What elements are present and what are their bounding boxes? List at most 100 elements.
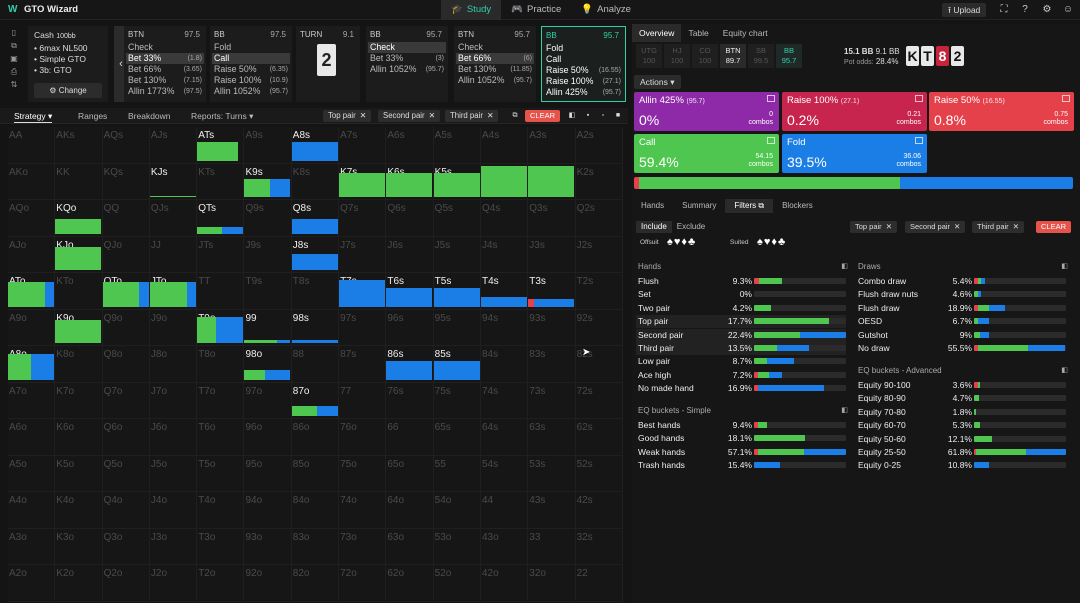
nav-practice[interactable]: 🎮 Practice bbox=[501, 0, 571, 20]
hand-cell-K6s[interactable]: K6s bbox=[386, 163, 434, 200]
tab-breakdown[interactable]: Breakdown bbox=[128, 111, 171, 121]
clear-filters-button[interactable]: CLEAR bbox=[525, 110, 561, 122]
hand-cell-T4o[interactable]: T4o bbox=[197, 492, 245, 529]
menu-icon[interactable] bbox=[915, 137, 923, 144]
change-button[interactable]: ⚙ Change bbox=[34, 83, 102, 98]
hand-cell-A3o[interactable]: A3o bbox=[8, 528, 56, 565]
hand-cell-T7s[interactable]: T7s bbox=[339, 273, 387, 310]
view-grid4-icon[interactable]: ▪ bbox=[586, 112, 590, 119]
hand-cell-72o[interactable]: 72o bbox=[339, 565, 387, 602]
hand-cell-43o[interactable]: 43o bbox=[480, 528, 529, 565]
hand-cell-65s[interactable]: 65s bbox=[433, 419, 481, 456]
hand-cell-83o[interactable]: 83o bbox=[291, 528, 340, 565]
hand-cell-AA[interactable]: AA bbox=[8, 127, 56, 164]
filter-row-set[interactable]: Set 0% bbox=[636, 288, 846, 301]
expand-icon[interactable]: ◧ bbox=[1061, 367, 1068, 374]
action-option[interactable]: Allin 425% (95.7) bbox=[544, 87, 623, 98]
hand-cell-J8s[interactable]: J8s bbox=[291, 236, 340, 273]
action-box-raise-50-[interactable]: Raise 50% (16.55) 0.8% 0.75 combos bbox=[929, 92, 1074, 131]
hand-cell-T4s[interactable]: T4s bbox=[480, 273, 529, 310]
hand-cell-54o[interactable]: 54o bbox=[433, 492, 481, 529]
hand-cell-AJs[interactable]: AJs bbox=[149, 127, 198, 164]
hand-cell-K3o[interactable]: K3o bbox=[55, 528, 103, 565]
clear-filters-button[interactable]: CLEAR bbox=[1036, 221, 1072, 233]
hand-cell-52o[interactable]: 52o bbox=[433, 565, 481, 602]
hand-cell-J3o[interactable]: J3o bbox=[149, 528, 198, 565]
hand-cell-77[interactable]: 77 bbox=[339, 382, 387, 419]
position-co[interactable]: CO 100 bbox=[692, 44, 718, 68]
action-option[interactable]: Raise 50% (6.35) bbox=[212, 64, 290, 75]
action-option[interactable]: Call bbox=[544, 54, 623, 65]
filter-row-best-hands[interactable]: Best hands 9.4% bbox=[636, 419, 846, 432]
filter-chip-top-pair[interactable]: Top pair ✕ bbox=[850, 221, 897, 233]
board-card-T-spades[interactable]: T bbox=[921, 46, 934, 66]
hand-cell-J5o[interactable]: J5o bbox=[149, 455, 198, 492]
hand-cell-A3s[interactable]: A3s bbox=[528, 127, 576, 164]
hand-cell-98s[interactable]: 98s bbox=[291, 309, 340, 346]
hand-cell-33[interactable]: 33 bbox=[528, 528, 576, 565]
hand-cell-J8o[interactable]: J8o bbox=[149, 346, 198, 383]
hand-cell-96o[interactable]: 96o bbox=[244, 419, 292, 456]
filter-row-ace-high[interactable]: Ace high 7.2% bbox=[636, 369, 846, 382]
hand-cell-76s[interactable]: 76s bbox=[386, 382, 434, 419]
hand-cell-K8o[interactable]: K8o bbox=[55, 346, 103, 383]
tab-equity-chart[interactable]: Equity chart bbox=[722, 28, 768, 38]
hand-cell-Q4s[interactable]: Q4s bbox=[480, 200, 529, 237]
hand-cell-64o[interactable]: 64o bbox=[386, 492, 434, 529]
hand-cell-Q6o[interactable]: Q6o bbox=[102, 419, 150, 456]
hand-cell-J2s[interactable]: J2s bbox=[575, 236, 623, 273]
hand-cell-94o[interactable]: 94o bbox=[244, 492, 292, 529]
filter-row-equity-60-70[interactable]: Equity 60-70 5.3% bbox=[856, 419, 1066, 432]
filter-row-equity-50-60[interactable]: Equity 50-60 12.1% bbox=[856, 433, 1066, 446]
hand-cell-K6o[interactable]: K6o bbox=[55, 419, 103, 456]
hand-cell-96s[interactable]: 96s bbox=[386, 309, 434, 346]
hand-cell-Q2o[interactable]: Q2o bbox=[102, 565, 150, 602]
action-option-selected[interactable]: Check bbox=[368, 42, 446, 53]
help-icon[interactable]: ? bbox=[1022, 4, 1028, 15]
hand-cell-Q6s[interactable]: Q6s bbox=[386, 200, 434, 237]
hand-cell-94s[interactable]: 94s bbox=[480, 309, 529, 346]
hand-cell-Q3s[interactable]: Q3s bbox=[528, 200, 576, 237]
menu-icon[interactable] bbox=[767, 95, 775, 102]
hand-cell-Q8s[interactable]: Q8s bbox=[291, 200, 340, 237]
hand-cell-Q7s[interactable]: Q7s bbox=[339, 200, 387, 237]
close-icon[interactable]: ✕ bbox=[486, 111, 494, 120]
hand-cell-K7s[interactable]: K7s bbox=[339, 163, 387, 200]
position-bb[interactable]: BB 95.7 bbox=[776, 44, 802, 68]
action-option[interactable]: Fold bbox=[212, 42, 290, 53]
tab-reports-turns[interactable]: Reports: Turns ▾ bbox=[191, 111, 253, 122]
hand-cell-Q4o[interactable]: Q4o bbox=[102, 492, 150, 529]
action-option[interactable]: Allin 1052% (95.7) bbox=[212, 86, 290, 97]
hand-cell-A2o[interactable]: A2o bbox=[8, 565, 56, 602]
filter-row-good-hands[interactable]: Good hands 18.1% bbox=[636, 432, 846, 445]
menu-icon[interactable] bbox=[767, 137, 775, 144]
hand-cell-T5o[interactable]: T5o bbox=[197, 455, 245, 492]
hand-cell-J5s[interactable]: J5s bbox=[433, 236, 481, 273]
hand-cell-KJs[interactable]: KJs bbox=[149, 163, 198, 200]
hand-cell-AKo[interactable]: AKo bbox=[8, 163, 56, 200]
exclude-button[interactable]: Exclude bbox=[676, 222, 706, 231]
hand-cell-J4o[interactable]: J4o bbox=[149, 492, 198, 529]
hand-cell-QJs[interactable]: QJs bbox=[149, 200, 198, 237]
filter-row-two-pair[interactable]: Two pair 4.2% bbox=[636, 302, 846, 315]
copy-icon[interactable]: ⧉ bbox=[11, 41, 17, 50]
hand-cell-T9s[interactable]: T9s bbox=[244, 273, 292, 310]
filter-row-third-pair[interactable]: Third pair 13.5% bbox=[636, 342, 846, 355]
suited-suit-icons[interactable]: ♠♥♦♣ bbox=[757, 236, 787, 248]
hand-cell-42s[interactable]: 42s bbox=[575, 492, 623, 529]
hand-cell-54s[interactable]: 54s bbox=[480, 455, 529, 492]
hand-cell-JTs[interactable]: JTs bbox=[197, 236, 245, 273]
action-box-raise-100-[interactable]: Raise 100% (27.1) 0.2% 0.21 combos bbox=[782, 92, 927, 131]
hand-cell-62s[interactable]: 62s bbox=[575, 419, 623, 456]
hand-cell-T6s[interactable]: T6s bbox=[386, 273, 434, 310]
hand-cell-K2s[interactable]: K2s bbox=[575, 163, 623, 200]
hand-cell-Q7o[interactable]: Q7o bbox=[102, 382, 150, 419]
hand-cell-A9s[interactable]: A9s bbox=[244, 127, 292, 164]
view-single-icon[interactable]: ◧ bbox=[568, 112, 576, 119]
hand-cell-T2o[interactable]: T2o bbox=[197, 565, 245, 602]
hand-cell-KQo[interactable]: KQo bbox=[55, 200, 103, 237]
hand-cell-83s[interactable]: 83s bbox=[528, 346, 576, 383]
hand-cell-TT[interactable]: TT bbox=[197, 273, 245, 310]
hand-cell-65o[interactable]: 65o bbox=[386, 455, 434, 492]
hand-cell-T3o[interactable]: T3o bbox=[197, 528, 245, 565]
